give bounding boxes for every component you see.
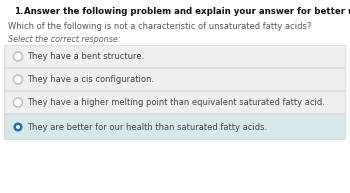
FancyBboxPatch shape — [4, 68, 346, 91]
Circle shape — [16, 125, 20, 129]
Text: They have a cis configuration.: They have a cis configuration. — [28, 75, 154, 84]
FancyBboxPatch shape — [4, 45, 346, 68]
Circle shape — [14, 52, 22, 61]
Circle shape — [14, 75, 22, 84]
FancyBboxPatch shape — [4, 91, 346, 114]
FancyBboxPatch shape — [4, 114, 346, 140]
Text: 1.: 1. — [14, 7, 23, 16]
Text: Which of the following is not a characteristic of unsaturated fatty acids?: Which of the following is not a characte… — [8, 22, 312, 31]
Text: They have a higher melting point than equivalent saturated fatty acid.: They have a higher melting point than eq… — [28, 98, 326, 107]
Circle shape — [14, 98, 22, 107]
Text: They have a bent structure.: They have a bent structure. — [28, 52, 145, 61]
Text: Select the correct response:: Select the correct response: — [8, 35, 120, 44]
Text: They are better for our health than saturated fatty acids.: They are better for our health than satu… — [28, 123, 268, 131]
Text: Answer the following problem and explain your answer for better understanding: Answer the following problem and explain… — [24, 7, 350, 16]
Circle shape — [14, 123, 22, 131]
